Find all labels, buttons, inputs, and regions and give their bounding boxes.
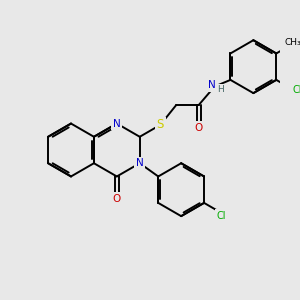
Text: O: O [113, 194, 121, 204]
Text: Cl: Cl [217, 211, 226, 220]
Text: N: N [136, 158, 144, 168]
Text: O: O [195, 122, 203, 133]
Text: CH₃: CH₃ [284, 38, 300, 47]
Text: Cl: Cl [293, 85, 300, 95]
Text: H: H [217, 85, 224, 94]
Text: N: N [208, 80, 216, 90]
Text: N: N [113, 118, 121, 128]
Text: S: S [157, 118, 164, 131]
